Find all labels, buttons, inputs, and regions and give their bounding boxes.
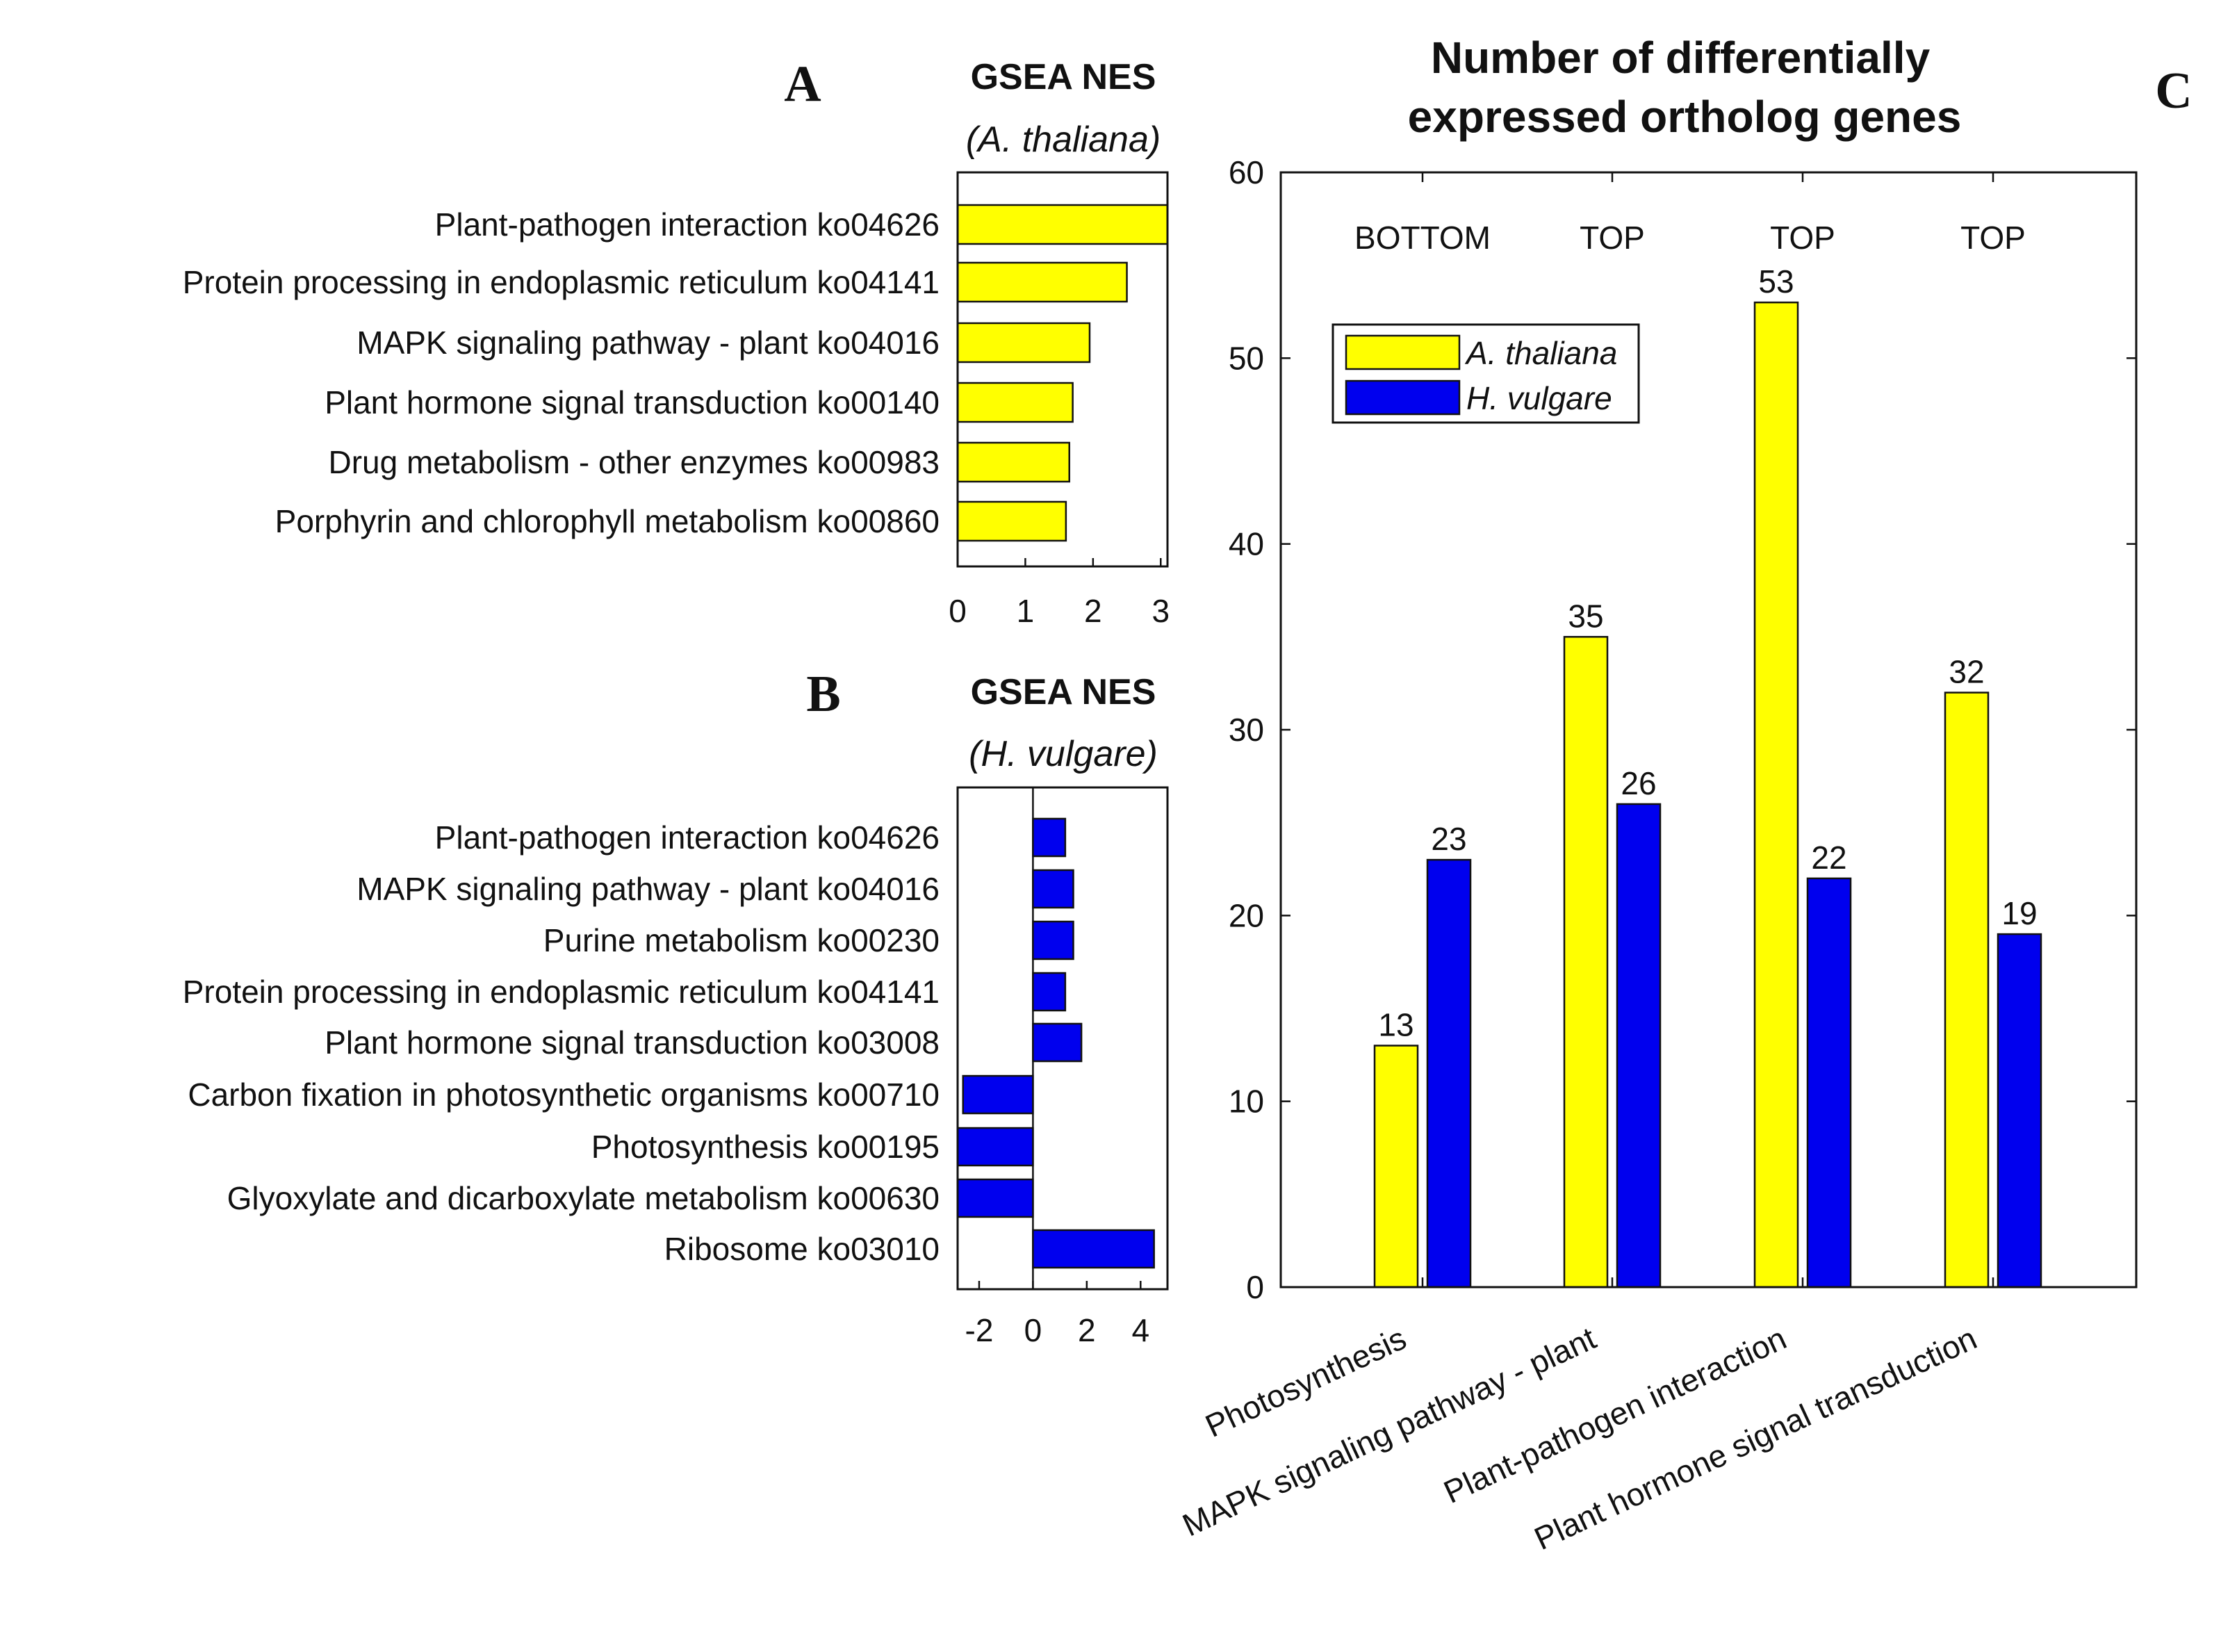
panel-c-value-label: 32 bbox=[1949, 654, 1984, 690]
panel-c-y-tick-10: 10 bbox=[1229, 1083, 1264, 1120]
panel-b-category-labels: Plant-pathogen interaction ko04626 MAPK s… bbox=[183, 819, 940, 1267]
panel-b-bar-plant-pathogen-interaction-ko04626 bbox=[1032, 817, 1067, 858]
panel-c-group-annotations: BOTTOM TOP TOP TOP bbox=[1354, 220, 2026, 256]
panel-c-y-tick-30: 30 bbox=[1229, 712, 1264, 748]
panel-a-category-labels: Plant-pathogen interaction ko04626 Protei… bbox=[183, 206, 940, 539]
legend-swatch-a-thaliana bbox=[1345, 334, 1461, 370]
panel-c-y-tick-50: 50 bbox=[1229, 340, 1264, 376]
panel-b-bar-photosynthesis-ko00195 bbox=[956, 1127, 1034, 1167]
panel-b-label-plant-pathogen-interaction-ko04626: Plant-pathogen interaction ko04626 bbox=[435, 819, 940, 856]
panel-c-bar-h-vulgare-mapk-signaling-pathway-plant bbox=[1616, 803, 1662, 1289]
panel-a-bars bbox=[956, 204, 1169, 542]
panel-c-bars: 13 23 35 26 53 22 32 19 bbox=[1373, 263, 2042, 1289]
panel-b-label-carbon-fixation-in-photosynthetic-organisms-ko00710: Carbon fixation in photosynthetic organi… bbox=[188, 1077, 940, 1113]
panel-a-tick-3: 3 bbox=[1152, 593, 1170, 629]
panel-b-bar-ribosome-ko03010 bbox=[1032, 1229, 1155, 1269]
panel-a-bar-plant-hormone-signal-transduction-ko00140 bbox=[956, 382, 1074, 423]
panel-b-label-purine-metabolism-ko00230: Purine metabolism ko00230 bbox=[543, 922, 940, 958]
panel-a-label-porphyrin-and-chlorophyll-metabolism-ko00860: Porphyrin and chlorophyll metabolism ko0… bbox=[275, 503, 940, 539]
panel-a-title: GSEA NES bbox=[971, 57, 1156, 97]
panel-c-value-label: 19 bbox=[2001, 895, 2037, 931]
panel-b-tick-0: 0 bbox=[1024, 1312, 1042, 1348]
panel-b-letter: B bbox=[806, 666, 840, 723]
panel-c-group-annotation: TOP bbox=[1580, 220, 1645, 256]
panel-c-bar-h-vulgare-plant-pathogen-interaction bbox=[1806, 877, 1852, 1289]
panel-b-label-photosynthesis-ko00195: Photosynthesis ko00195 bbox=[591, 1129, 940, 1165]
panel-b-bar-plant-hormone-signal-transduction-ko03008 bbox=[1032, 1022, 1083, 1063]
panel-a-x-ticks: 0 1 2 3 bbox=[949, 558, 1170, 629]
panel-b-subtitle: (H. vulgare) bbox=[969, 734, 1158, 774]
panel-b-bar-purine-metabolism-ko00230 bbox=[1032, 920, 1074, 960]
panel-b-label-mapk-signaling-pathway-plant-ko04016: MAPK signaling pathway - plant ko04016 bbox=[357, 871, 940, 907]
panel-a-tick-2: 2 bbox=[1084, 593, 1102, 629]
panel-a-tick-1: 1 bbox=[1017, 593, 1035, 629]
panel-c-x-label-plant-pathogen-interaction: Plant-pathogen interaction bbox=[1439, 1320, 1792, 1510]
panel-c-y-tick-60: 60 bbox=[1229, 154, 1264, 190]
panel-c-y-tick-20: 20 bbox=[1229, 897, 1264, 933]
panel-c-group-annotation: BOTTOM bbox=[1354, 220, 1491, 256]
panel-c-value-label: 13 bbox=[1378, 1006, 1414, 1042]
panel-c: C Number of differentially expressed ort… bbox=[1177, 33, 2193, 1557]
panel-a-label-plant-pathogen-interaction-ko04626: Plant-pathogen interaction ko04626 bbox=[435, 206, 940, 243]
panel-c-group-annotation: TOP bbox=[1770, 220, 1835, 256]
panel-a-axes-frame bbox=[956, 171, 1169, 568]
panel-b-axes-frame bbox=[956, 786, 1169, 1291]
panel-a-label-drug-metabolism-other-enzymes-ko00983: Drug metabolism - other enzymes ko00983 bbox=[328, 444, 940, 480]
panel-a-bar-drug-metabolism-other-enzymes-ko00983 bbox=[956, 441, 1070, 483]
panel-c-bar-a-thaliana-plant-hormone-signal-transduction bbox=[1944, 692, 1990, 1289]
panel-b-bars bbox=[956, 787, 1155, 1289]
panel-c-value-label: 53 bbox=[1758, 263, 1794, 300]
panel-b-bar-carbon-fixation-in-photosynthetic-organisms-ko00710 bbox=[962, 1074, 1034, 1115]
panel-c-y-tick-0: 0 bbox=[1246, 1269, 1264, 1305]
panel-b-tick-4: 4 bbox=[1131, 1312, 1149, 1348]
panel-c-y-ticks: 0 10 20 30 40 50 60 bbox=[1229, 154, 2136, 1305]
panel-c-bar-h-vulgare-plant-hormone-signal-transduction bbox=[1997, 933, 2042, 1289]
panel-a-label-plant-hormone-signal-transduction-ko00140: Plant hormone signal transduction ko0014… bbox=[325, 384, 940, 420]
panel-b-bar-protein-processing-in-endoplasmic-reticulum-ko04141 bbox=[1032, 972, 1067, 1012]
panel-a-bar-protein-processing-in-endoplasmic-reticulum-ko04141 bbox=[956, 261, 1128, 303]
panel-b-tick-2: -2 bbox=[965, 1312, 994, 1348]
panel-c-legend: A. thaliana H. vulgare bbox=[1331, 323, 1640, 424]
panel-b-label-glyoxylate-and-dicarboxylate-metabolism-ko00630: Glyoxylate and dicarboxylate metabolism … bbox=[227, 1180, 940, 1216]
panel-a-label-mapk-signaling-pathway-plant-ko04016: MAPK signaling pathway - plant ko04016 bbox=[357, 325, 940, 361]
panel-b-label-protein-processing-in-endoplasmic-reticulum-ko04141: Protein processing in endoplasmic reticu… bbox=[183, 974, 940, 1010]
panel-c-value-label: 22 bbox=[1811, 840, 1846, 876]
panel-b-label-plant-hormone-signal-transduction-ko03008: Plant hormone signal transduction ko0300… bbox=[325, 1024, 940, 1061]
panel-a-subtitle: (A. thaliana) bbox=[966, 120, 1161, 160]
panel-c-group-annotation: TOP bbox=[1960, 220, 2026, 256]
panel-a-letter: A bbox=[784, 56, 821, 113]
panel-a-bar-porphyrin-and-chlorophyll-metabolism-ko00860 bbox=[956, 500, 1067, 542]
panel-c-title-line-1: Number of differentially bbox=[1431, 33, 1931, 83]
panel-b-label-ribosome-ko03010: Ribosome ko03010 bbox=[664, 1231, 940, 1267]
panel-a: A GSEA NES (A. thaliana) Plant-pathogen … bbox=[183, 56, 1170, 629]
panel-b-x-ticks: -2 0 2 4 bbox=[965, 1281, 1149, 1348]
legend-swatch-h-vulgare bbox=[1345, 379, 1461, 416]
panel-a-tick-0: 0 bbox=[949, 593, 967, 629]
panel-b: B GSEA NES (H. vulgare) Plant-pathogen i… bbox=[183, 666, 1169, 1348]
panel-c-bar-h-vulgare-photosynthesis bbox=[1426, 858, 1472, 1289]
panel-c-value-label: 35 bbox=[1568, 598, 1603, 634]
panel-b-bar-glyoxylate-and-dicarboxylate-metabolism-ko00630 bbox=[956, 1178, 1034, 1218]
panel-c-title-line-2: expressed ortholog genes bbox=[1408, 92, 1962, 142]
panel-c-value-label: 23 bbox=[1431, 821, 1466, 857]
panel-c-y-tick-40: 40 bbox=[1229, 526, 1264, 562]
panel-b-bar-mapk-signaling-pathway-plant-ko04016 bbox=[1032, 869, 1074, 909]
panel-b-title: GSEA NES bbox=[971, 672, 1156, 712]
panel-a-label-protein-processing-in-endoplasmic-reticulum-ko04141: Protein processing in endoplasmic reticu… bbox=[183, 264, 940, 300]
panel-a-bar-plant-pathogen-interaction-ko04626 bbox=[956, 204, 1169, 245]
legend-label-h-vulgare: H. vulgare bbox=[1466, 380, 1612, 416]
panel-c-bar-a-thaliana-photosynthesis bbox=[1373, 1045, 1419, 1289]
legend-label-a-thaliana: A. thaliana bbox=[1464, 335, 1617, 371]
panel-b-tick-2: 2 bbox=[1078, 1312, 1096, 1348]
panel-a-bar-mapk-signaling-pathway-plant-ko04016 bbox=[956, 322, 1091, 363]
panel-c-bar-a-thaliana-mapk-signaling-pathway-plant bbox=[1563, 636, 1609, 1289]
panel-c-value-label: 26 bbox=[1621, 765, 1656, 801]
panel-c-bar-a-thaliana-plant-pathogen-interaction bbox=[1753, 301, 1799, 1289]
panel-c-letter: C bbox=[2155, 63, 2192, 120]
